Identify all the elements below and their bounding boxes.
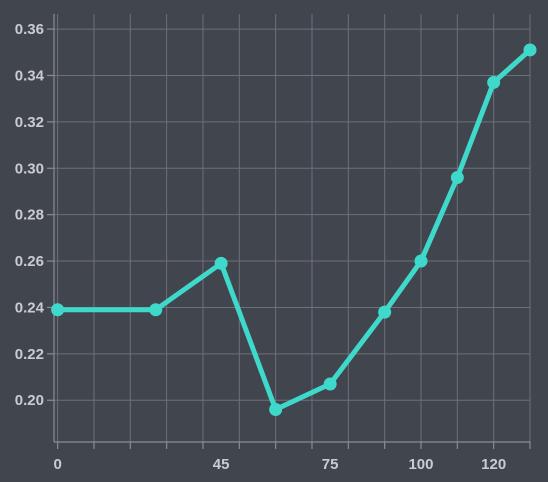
data-point — [214, 256, 228, 270]
x-tick-label: 100 — [408, 456, 433, 473]
y-axis-ticks: 0.20 0.22 0.24 0.26 0.28 0.30 0.32 0.34 0.36 — [15, 21, 54, 409]
data-point — [523, 43, 537, 57]
x-tick-label: 120 — [481, 456, 506, 473]
x-tick-label: 45 — [213, 456, 230, 473]
data-point — [414, 254, 428, 268]
data-point — [487, 75, 501, 89]
y-tick-label: 0.26 — [15, 253, 44, 270]
data-point — [450, 171, 464, 185]
series-layer — [51, 43, 537, 417]
y-tick-label: 0.28 — [15, 207, 44, 224]
y-tick-label: 0.24 — [15, 299, 45, 316]
axes — [53, 14, 530, 443]
y-tick-label: 0.30 — [15, 160, 44, 177]
data-point — [149, 303, 163, 317]
y-tick-label: 0.32 — [15, 114, 44, 131]
y-tick-label: 0.36 — [15, 21, 44, 38]
horizontal-gridlines — [54, 28, 530, 401]
data-point — [378, 305, 392, 319]
y-tick-label: 0.22 — [15, 346, 44, 363]
x-axis-ticks: 0 45 75 100 120 — [53, 442, 531, 473]
data-point — [269, 403, 283, 417]
x-tick-label: 75 — [322, 456, 339, 473]
data-point — [323, 377, 337, 391]
y-tick-label: 0.20 — [15, 392, 44, 409]
data-point — [51, 303, 65, 317]
series-line — [55, 47, 533, 413]
vertical-gridlines — [57, 14, 531, 442]
x-tick-label: 0 — [53, 456, 61, 473]
y-tick-label: 0.34 — [15, 67, 45, 84]
